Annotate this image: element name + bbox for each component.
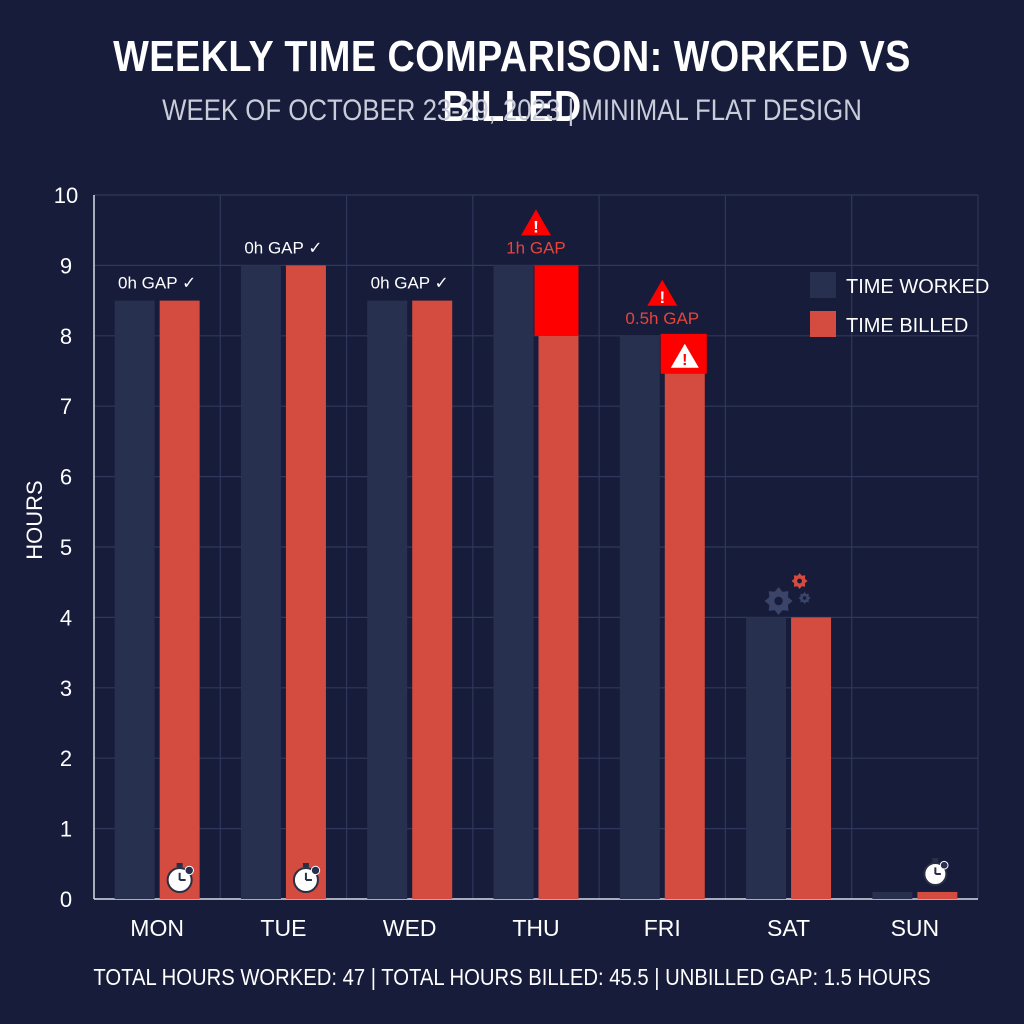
bar-time-worked xyxy=(240,265,281,899)
warning-icon-mark: ! xyxy=(659,288,665,307)
y-tick-label: 7 xyxy=(60,394,72,419)
y-tick-label: 8 xyxy=(60,324,72,349)
warning-icon xyxy=(521,209,551,236)
bar-time-worked xyxy=(872,891,913,899)
warning-icon xyxy=(647,279,678,306)
y-tick-label: 9 xyxy=(60,253,72,278)
y-tick-label: 2 xyxy=(60,746,72,771)
x-tick-label: SAT xyxy=(767,915,810,941)
gap-label: 0h GAP ✓ xyxy=(244,238,322,257)
stopwatch-crown xyxy=(932,858,939,862)
gear-hole xyxy=(802,596,807,600)
legend-swatch-billed xyxy=(810,311,836,337)
y-tick-label: 4 xyxy=(60,605,72,630)
warning-icon-mark: ! xyxy=(533,217,539,236)
bar-time-worked xyxy=(367,300,408,900)
chart-subtitle: WEEK OF OCTOBER 23-29, 2023 | MINIMAL FL… xyxy=(162,94,862,127)
bar-time-billed xyxy=(285,265,326,899)
gap-label: 0h GAP ✓ xyxy=(371,274,449,293)
y-tick-label: 0 xyxy=(60,887,72,912)
gap-highlight xyxy=(534,265,579,336)
stopwatch-crown xyxy=(302,863,309,867)
bar-time-worked xyxy=(746,617,787,899)
check-badge xyxy=(939,860,949,870)
y-tick-label: 3 xyxy=(60,676,72,701)
legend-label-worked: TIME WORKED xyxy=(846,276,989,298)
gear-hole xyxy=(797,578,802,584)
y-tick-label: 1 xyxy=(60,817,72,842)
x-tick-label: MON xyxy=(130,915,184,941)
y-axis-label: HOURS xyxy=(22,480,47,559)
bar-time-billed xyxy=(412,300,453,900)
x-tick-label: THU xyxy=(512,915,559,941)
gap-label: 0.5h GAP xyxy=(625,309,699,328)
warning-icon xyxy=(670,343,699,368)
check-badge xyxy=(310,865,321,876)
x-tick-label: SUN xyxy=(891,915,940,941)
y-tick-label: 10 xyxy=(54,183,78,208)
bar-time-billed xyxy=(917,891,958,899)
gap-label: 0h GAP ✓ xyxy=(118,274,196,293)
bar-time-billed xyxy=(538,335,579,899)
bar-time-billed xyxy=(791,617,832,899)
bar-time-billed xyxy=(159,300,200,900)
legend-swatch-worked xyxy=(810,272,836,298)
x-tick-label: FRI xyxy=(644,915,681,941)
x-tick-label: WED xyxy=(383,915,437,941)
x-tick-label: TUE xyxy=(260,915,306,941)
legend-label-billed: TIME BILLED xyxy=(846,315,968,337)
bar-time-worked xyxy=(619,335,660,899)
y-tick-label: 6 xyxy=(60,465,72,490)
check-badge xyxy=(184,865,194,876)
bar-time-worked xyxy=(114,300,155,900)
gap-label: 1h GAP xyxy=(506,238,566,257)
warning-icon-mark: ! xyxy=(682,352,687,369)
y-tick-label: 5 xyxy=(60,535,72,560)
stopwatch-crown xyxy=(176,863,183,867)
gear-hole xyxy=(774,596,783,606)
chart-title: WEEKLY TIME COMPARISON: WORKED VS BILLED xyxy=(113,32,911,131)
bar-time-billed xyxy=(664,371,705,899)
summary-footer: TOTAL HOURS WORKED: 47 | TOTAL HOURS BIL… xyxy=(93,964,931,990)
bar-time-worked xyxy=(493,265,534,899)
